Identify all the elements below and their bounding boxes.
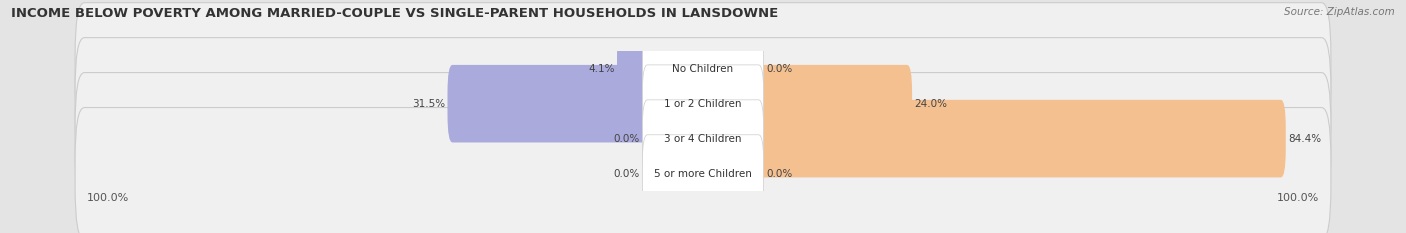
FancyBboxPatch shape [754, 100, 1285, 178]
Text: Source: ZipAtlas.com: Source: ZipAtlas.com [1284, 7, 1395, 17]
Text: 0.0%: 0.0% [613, 169, 640, 178]
FancyBboxPatch shape [754, 65, 912, 142]
FancyBboxPatch shape [75, 107, 1331, 233]
FancyBboxPatch shape [643, 135, 763, 212]
FancyBboxPatch shape [75, 3, 1331, 135]
Text: 0.0%: 0.0% [766, 169, 793, 178]
Text: No Children: No Children [672, 64, 734, 74]
FancyBboxPatch shape [447, 65, 652, 142]
Text: 3 or 4 Children: 3 or 4 Children [664, 134, 742, 144]
Text: 24.0%: 24.0% [914, 99, 948, 109]
FancyBboxPatch shape [643, 30, 763, 108]
Text: 100.0%: 100.0% [87, 193, 129, 203]
Text: 5 or more Children: 5 or more Children [654, 169, 752, 178]
FancyBboxPatch shape [75, 38, 1331, 170]
Text: INCOME BELOW POVERTY AMONG MARRIED-COUPLE VS SINGLE-PARENT HOUSEHOLDS IN LANSDOW: INCOME BELOW POVERTY AMONG MARRIED-COUPL… [11, 7, 779, 20]
Text: 4.1%: 4.1% [588, 64, 614, 74]
FancyBboxPatch shape [643, 65, 763, 142]
Text: 0.0%: 0.0% [613, 134, 640, 144]
Text: 100.0%: 100.0% [1277, 193, 1319, 203]
Text: 1 or 2 Children: 1 or 2 Children [664, 99, 742, 109]
Text: 84.4%: 84.4% [1288, 134, 1322, 144]
FancyBboxPatch shape [643, 100, 763, 178]
Text: 0.0%: 0.0% [766, 64, 793, 74]
FancyBboxPatch shape [617, 30, 652, 108]
FancyBboxPatch shape [75, 73, 1331, 205]
Text: 31.5%: 31.5% [412, 99, 446, 109]
